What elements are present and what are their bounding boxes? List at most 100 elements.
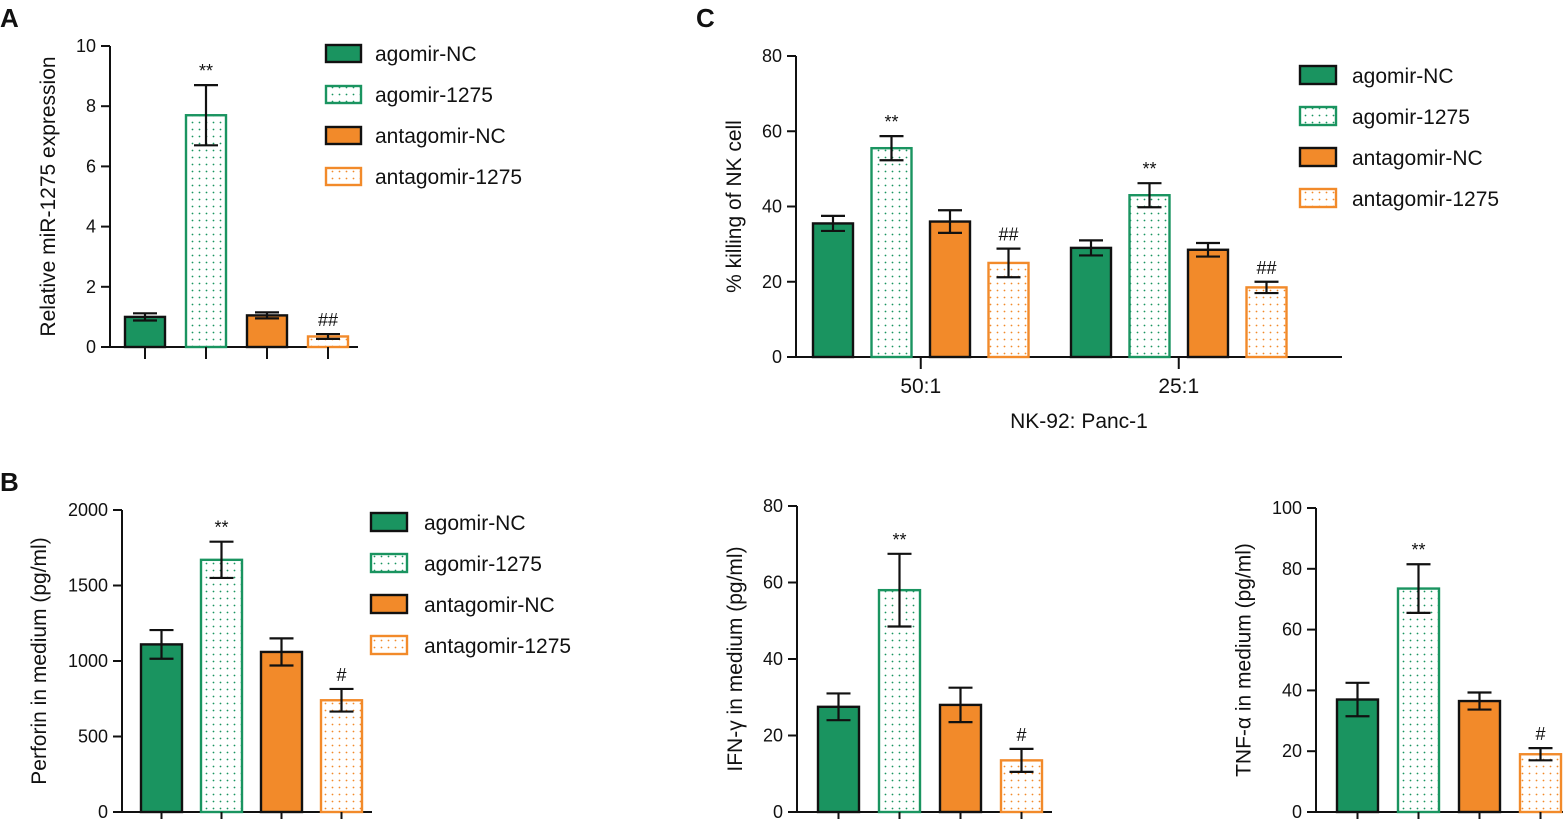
y-tick-label: 20 [763,726,783,746]
significance-label: ** [1142,159,1156,179]
x-tick-label-25-1: 25:1 [1158,375,1199,398]
bar-antagomir-nc [259,650,304,814]
significance-label: ** [1411,540,1425,560]
bar-agomir-1275 [199,558,244,814]
y-tick-label: 0 [1292,802,1302,819]
panel-letter-b: B [0,467,19,497]
y-tick-label: 60 [762,121,782,141]
y-tick-label: 100 [1272,498,1302,518]
panel-c-killing-chart: C 0 20 40 60 80 % killing of NK cell ** ## 50:1 **… [696,3,1342,433]
significance-label: # [1016,725,1026,745]
y-axis-title: IFN-γ in medium (pg/ml) [724,546,747,771]
bar-antagomir-nc [1186,248,1230,359]
legend-label-antagomir-1275: antagomir-1275 [1352,188,1499,211]
significance-label: ** [892,530,906,550]
y-tick-label: 10 [76,36,96,56]
legend-swatch-antagomir-1275 [1298,187,1338,209]
y-tick-label: 500 [78,727,108,747]
legend-swatch-agomir-1275 [324,84,363,105]
significance-label: ## [998,225,1018,245]
significance-label: ## [1256,258,1276,278]
significance-label: ** [884,112,898,132]
y-tick-label: 80 [1282,559,1302,579]
legend-label-antagomir-1275: antagomir-1275 [375,166,522,189]
legend-label-antagomir-nc: antagomir-NC [1352,147,1483,170]
y-tick-label: 40 [1282,680,1302,700]
legend-label-antagomir-1275: antagomir-1275 [424,635,571,658]
legend-label-agomir-1275: agomir-1275 [424,553,542,576]
bar-antagomir-1275 [1245,286,1288,359]
panel-b-tnf-alpha-chart: 0 20 40 60 80 100 TNF-α in medium (pg/ml) ** # [1233,498,1563,819]
legend-swatch-antagomir-nc [324,125,363,146]
bar-agomir-nc [139,643,184,814]
legend-label-agomir-1275: agomir-1275 [1352,106,1470,129]
bar-agomir-nc [1335,698,1380,814]
panel-letter-a: A [0,3,19,33]
y-tick-label: 8 [86,96,96,116]
x-tick-label-50-1: 50:1 [900,375,941,398]
y-tick-label: 1000 [68,651,108,671]
legend-swatch-antagomir-1275 [324,166,363,187]
significance-label: # [1535,724,1545,744]
legend-panel-c: agomir-NC agomir-1275 antagomir-NC antagomi… [1298,64,1499,211]
y-axis-title: % killing of NK cell [723,120,746,293]
legend-panel-b: agomir-NC agomir-1275 antagomir-NC antagomi… [369,511,571,658]
legend-swatch-agomir-nc [324,43,363,64]
y-tick-label: 2000 [68,500,108,520]
significance-label: ** [214,518,228,538]
bar-antagomir-1275 [319,699,364,814]
legend-swatch-agomir-nc [369,511,409,533]
y-axis-title: Relative miR-1275 expression [37,56,60,336]
significance-label: ** [199,61,213,81]
bar-agomir-nc [816,705,861,814]
y-tick-label: 40 [763,649,783,669]
y-tick-label: 0 [98,802,108,819]
bar-agomir-1275 [870,146,913,359]
legend-label-agomir-nc: agomir-NC [1352,65,1454,88]
y-tick-label: 2 [86,277,96,297]
y-tick-label: 4 [86,217,96,237]
bar-agomir-nc [1069,246,1113,359]
panel-a-expression-chart: A 0 2 4 6 8 10 Relative miR-1275 expression ** ## [0,3,358,359]
bar-antagomir-1275 [1518,753,1563,814]
bar-agomir-1275 [184,114,228,349]
bar-agomir-1275 [1396,587,1441,814]
y-tick-label: 60 [763,573,783,593]
panel-letter-c: C [696,3,715,33]
y-axis-title: Perforin in medium (pg/ml) [28,537,51,784]
panel-b-ifn-gamma-chart: 0 20 40 60 80 IFN-γ in medium (pg/ml) ** # [724,496,1052,819]
legend-panel-a: agomir-NC agomir-1275 antagomir-NC antagomi… [324,43,522,189]
legend-label-antagomir-nc: antagomir-NC [424,594,555,617]
y-tick-label: 80 [762,46,782,66]
legend-label-agomir-1275: agomir-1275 [375,84,493,107]
bar-agomir-nc [811,222,855,359]
y-tick-label: 0 [86,337,96,357]
significance-label: ## [318,310,338,330]
legend-label-antagomir-nc: antagomir-NC [375,125,506,148]
bar-antagomir-1275 [987,261,1030,359]
y-tick-label: 40 [762,197,782,217]
legend-swatch-agomir-1275 [1298,105,1338,127]
bar-antagomir-nc [245,314,289,349]
panel-b-perforin-chart: B 0 500 1000 1500 2000 Perforin in medium (pg/… [0,467,372,819]
legend-label-agomir-nc: agomir-NC [424,512,526,535]
y-tick-label: 60 [1282,620,1302,640]
bar-agomir-1275 [1128,194,1171,359]
x-axis-title: NK-92: Panc-1 [1010,410,1148,433]
bar-antagomir-nc [1457,699,1502,814]
y-tick-label: 0 [773,802,783,819]
legend-swatch-agomir-1275 [369,552,409,574]
y-tick-label: 1500 [68,576,108,596]
y-tick-label: 6 [86,156,96,176]
legend-swatch-agomir-nc [1298,64,1338,86]
bar-agomir-nc [123,315,167,349]
y-tick-label: 20 [1282,741,1302,761]
legend-swatch-antagomir-nc [369,593,409,615]
legend-swatch-antagomir-1275 [369,634,409,656]
legend-label-agomir-nc: agomir-NC [375,43,477,66]
y-tick-label: 20 [762,272,782,292]
y-tick-label: 80 [763,496,783,516]
bar-antagomir-nc [928,220,972,359]
significance-label: # [336,665,346,685]
